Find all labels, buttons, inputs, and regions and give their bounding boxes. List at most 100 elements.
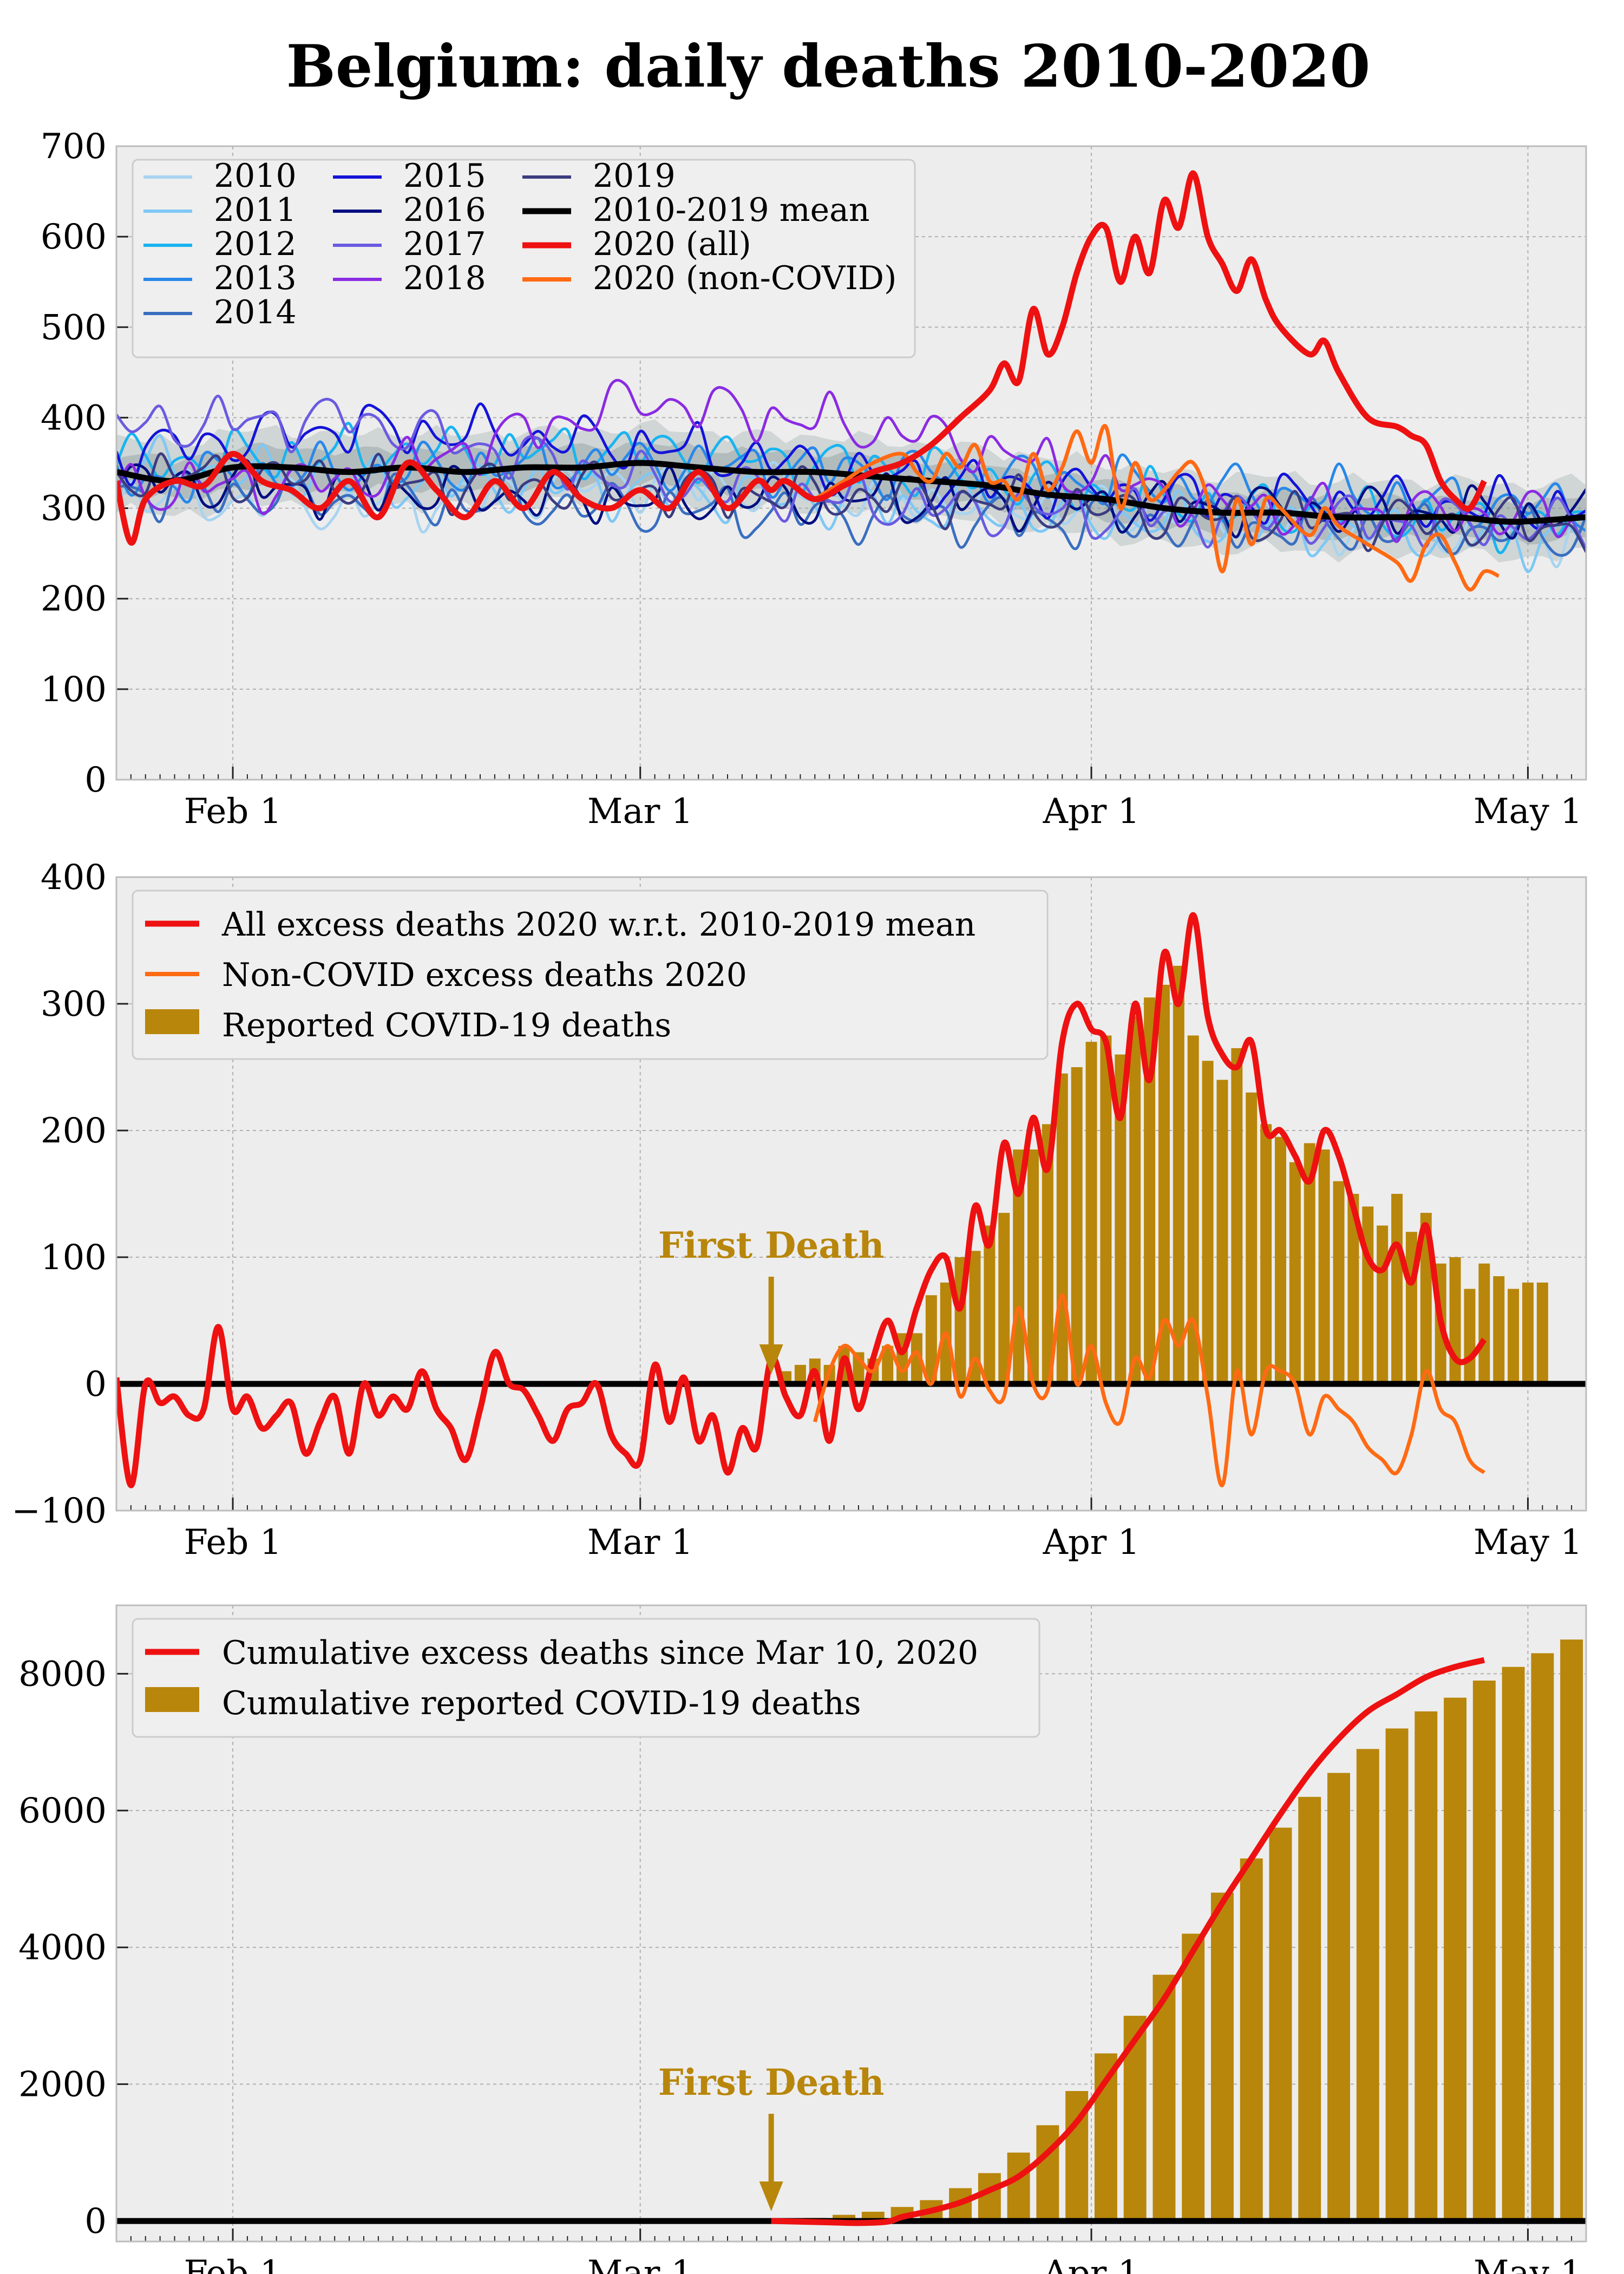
y-tick-label: 4000 bbox=[18, 1928, 107, 1968]
y-tick-label: −100 bbox=[11, 1491, 107, 1531]
bar bbox=[1173, 965, 1184, 1384]
x-tick-label: Feb 1 bbox=[184, 1522, 282, 1563]
bar bbox=[1187, 1035, 1199, 1384]
bar bbox=[1152, 1975, 1176, 2221]
bar bbox=[911, 1333, 922, 1384]
bar bbox=[1182, 1933, 1205, 2221]
bar bbox=[1027, 1149, 1039, 1384]
bar bbox=[1260, 1124, 1272, 1384]
series-line-2010 bbox=[116, 461, 1586, 568]
legend-label: 2016 bbox=[403, 191, 486, 229]
x-tick-label: May 1 bbox=[1474, 1522, 1582, 1563]
x-tick-label: Mar 1 bbox=[587, 792, 693, 832]
chart-title: Belgium: daily deaths 2010-2020 bbox=[286, 32, 1371, 101]
x-tick-label: May 1 bbox=[1474, 792, 1582, 832]
legend-label: All excess deaths 2020 w.r.t. 2010-2019 … bbox=[221, 906, 975, 944]
legend-label: Reported COVID-19 deaths bbox=[222, 1007, 671, 1044]
legend-label: 2013 bbox=[214, 259, 297, 297]
bar bbox=[1042, 1124, 1053, 1384]
bar bbox=[1036, 2125, 1059, 2221]
x-tick-label: Mar 1 bbox=[587, 1522, 693, 1563]
bar bbox=[1472, 1680, 1496, 2221]
bar bbox=[1240, 1858, 1263, 2221]
bar bbox=[1246, 1092, 1258, 1384]
y-tick-label: 300 bbox=[41, 489, 107, 529]
legend-label: 2018 bbox=[403, 259, 486, 297]
bar bbox=[1100, 1035, 1112, 1384]
bar bbox=[1493, 1276, 1505, 1384]
bar bbox=[1298, 1796, 1321, 2221]
legend-box bbox=[132, 159, 916, 358]
series-line-2020-all bbox=[116, 170, 1487, 546]
bar bbox=[1269, 1827, 1292, 2221]
bar bbox=[1508, 1289, 1520, 1384]
x-tick-label: Apr 1 bbox=[1043, 2253, 1140, 2274]
y-tick-label: 6000 bbox=[18, 1791, 107, 1831]
series-line-2014 bbox=[116, 467, 1586, 557]
plot-frame bbox=[115, 145, 1587, 781]
bar bbox=[1536, 1282, 1548, 1384]
bar bbox=[1377, 1225, 1389, 1384]
legend-box bbox=[132, 1618, 1040, 1738]
legend-label: 2010 bbox=[214, 157, 297, 195]
y-tick-label: 400 bbox=[41, 858, 107, 898]
bar bbox=[1415, 1711, 1438, 2221]
bar bbox=[1211, 1892, 1234, 2221]
legend-label: 2020 (all) bbox=[593, 225, 751, 263]
y-tick-label: 2000 bbox=[18, 2064, 107, 2105]
bar bbox=[984, 1225, 996, 1384]
y-tick-label: 100 bbox=[41, 1238, 107, 1278]
bar bbox=[1333, 1181, 1345, 1384]
bar bbox=[1129, 1016, 1141, 1384]
bar bbox=[794, 1364, 806, 1384]
bar bbox=[1202, 1061, 1214, 1384]
bar bbox=[1362, 1206, 1374, 1384]
legend-label: Cumulative reported COVID-19 deaths bbox=[222, 1684, 861, 1722]
series-line-2020-non-covid bbox=[814, 424, 1500, 592]
series-line-2013 bbox=[116, 436, 1586, 532]
bar bbox=[1560, 1639, 1583, 2221]
annotation-arrowhead bbox=[759, 1344, 783, 1374]
x-tick-label: Feb 1 bbox=[184, 2253, 282, 2274]
series-line-mean bbox=[116, 460, 1586, 525]
legend-box bbox=[132, 890, 1049, 1060]
bar bbox=[1007, 2152, 1030, 2221]
bar bbox=[1115, 1054, 1127, 1384]
x-tick-label: Apr 1 bbox=[1043, 792, 1140, 832]
bar bbox=[833, 2214, 856, 2221]
y-tick-label: 500 bbox=[41, 308, 107, 348]
legend-swatch bbox=[145, 1009, 199, 1034]
x-tick-label: Mar 1 bbox=[587, 2253, 693, 2274]
bar bbox=[1444, 1697, 1467, 2221]
x-tick-label: May 1 bbox=[1474, 2253, 1582, 2274]
bar bbox=[925, 1295, 937, 1384]
legend-label: 2020 (non-COVID) bbox=[593, 259, 896, 297]
annotation-arrowhead bbox=[759, 2181, 783, 2212]
bar bbox=[1356, 1749, 1379, 2221]
bar bbox=[969, 1251, 981, 1384]
bar bbox=[1347, 1194, 1359, 1384]
legend-label: 2015 bbox=[403, 157, 486, 195]
bar bbox=[1056, 1073, 1068, 1384]
bar bbox=[998, 1213, 1010, 1384]
y-tick-label: 600 bbox=[41, 217, 107, 257]
series-line-non-covid-excess bbox=[813, 1293, 1486, 1487]
bar bbox=[1318, 1149, 1330, 1384]
series-line-excess bbox=[771, 1657, 1485, 2226]
y-tick-label: 0 bbox=[84, 1364, 107, 1404]
x-tick-label: Apr 1 bbox=[1043, 1522, 1140, 1563]
y-tick-label: 8000 bbox=[18, 1654, 107, 1694]
bar bbox=[1478, 1263, 1490, 1384]
bar bbox=[1304, 1143, 1315, 1384]
bar bbox=[1231, 1048, 1243, 1384]
legend-label: 2019 bbox=[593, 157, 676, 195]
bar bbox=[1275, 1136, 1286, 1384]
annotation-first-death: First Death bbox=[658, 1224, 885, 1266]
y-tick-label: 200 bbox=[41, 1111, 107, 1151]
legend-label: 2012 bbox=[214, 225, 297, 263]
plot-frame bbox=[115, 1604, 1587, 2243]
legend-label: 2011 bbox=[214, 191, 297, 229]
bar bbox=[1531, 1653, 1554, 2221]
